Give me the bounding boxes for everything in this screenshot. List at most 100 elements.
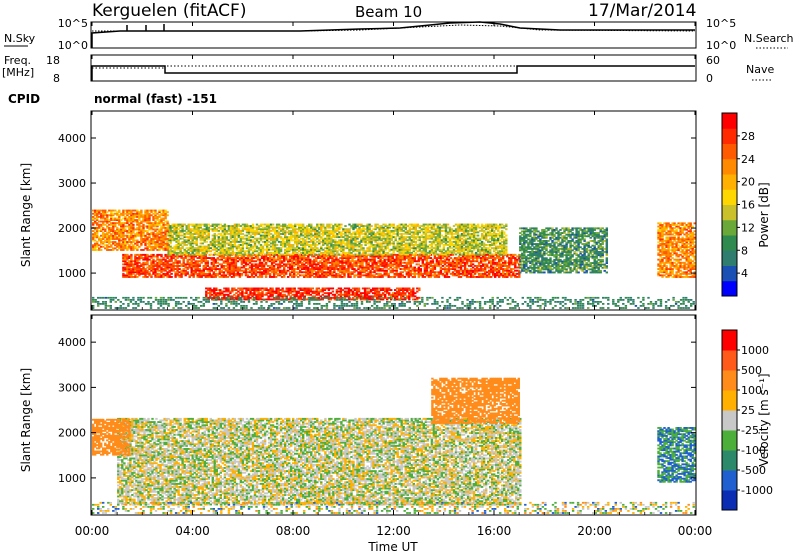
- heatmap-cell: [282, 224, 284, 226]
- heatmap-cell: [322, 238, 324, 240]
- heatmap-cell: [382, 241, 384, 243]
- heatmap-cell: [463, 247, 465, 249]
- heatmap-cell: [206, 241, 208, 243]
- heatmap-cell: [130, 254, 132, 256]
- heatmap-cell: [477, 224, 479, 226]
- heatmap-cell: [302, 235, 304, 237]
- power-region-1: [167, 224, 507, 256]
- heatmap-cell: [140, 254, 142, 256]
- cpid-value: normal (fast) -151: [94, 92, 217, 106]
- heatmap-cell: [160, 259, 162, 261]
- heatmap-cell: [360, 244, 362, 246]
- heatmap-cell: [342, 236, 344, 238]
- heatmap-cell: [463, 224, 465, 226]
- heatmap-cell: [423, 224, 425, 226]
- heatmap-cell: [252, 224, 254, 226]
- heatmap-cell: [221, 270, 223, 272]
- heatmap-cell: [322, 224, 324, 226]
- heatmap-cell: [482, 263, 484, 265]
- freq-tick-bottom: 8: [53, 72, 60, 85]
- heatmap-cell: [483, 243, 485, 245]
- heatmap-cell: [181, 235, 183, 237]
- heatmap-cell: [442, 273, 444, 275]
- heatmap-cell: [403, 236, 405, 238]
- heatmap-cell: [202, 224, 204, 226]
- noise-right-tick-bottom: 10^0: [706, 39, 736, 52]
- noise-left-tick-bottom: 10^0: [58, 39, 88, 52]
- heatmap-cell: [402, 265, 404, 267]
- heatmap-cell: [180, 270, 182, 272]
- heatmap-cell: [181, 246, 183, 248]
- heatmap-cell: [210, 254, 212, 256]
- heatmap-cell: [102, 210, 104, 212]
- heatmap-cell: [361, 256, 363, 258]
- heatmap-cell: [181, 241, 183, 243]
- heatmap-cell: [442, 265, 444, 267]
- heatmap-cell: [403, 244, 405, 246]
- heatmap-cell: [187, 271, 189, 273]
- heatmap-cell: [442, 260, 444, 262]
- heatmap-cell: [362, 225, 364, 227]
- heatmap-cell: [102, 241, 104, 243]
- heatmap-cell: [241, 273, 243, 275]
- heatmap-cell: [361, 259, 363, 261]
- heatmap-cell: [281, 276, 283, 278]
- heatmap-cell: [207, 260, 209, 262]
- nave-label: Nave: [746, 63, 774, 76]
- heatmap-cell: [281, 260, 283, 262]
- heatmap-cell: [505, 238, 507, 240]
- heatmap-cell: [382, 224, 384, 226]
- heatmap-cell: [483, 225, 485, 227]
- heatmap-cell: [447, 224, 449, 226]
- heatmap-cell: [422, 273, 424, 275]
- heatmap-cell: [443, 224, 445, 226]
- heatmap-cell: [402, 274, 404, 276]
- heatmap-cell: [402, 271, 404, 273]
- heatmap-cell: [102, 221, 104, 223]
- heatmap-cell: [180, 263, 182, 265]
- heatmap-cell: [241, 256, 243, 258]
- heatmap-cell: [170, 276, 172, 278]
- heatmap-cell: [242, 236, 244, 238]
- freq-tick-top: 18: [46, 54, 60, 67]
- heatmap-cell: [382, 246, 384, 248]
- heatmap-cell: [302, 238, 304, 240]
- heatmap-cell: [362, 233, 364, 235]
- heatmap-cell: [423, 236, 425, 238]
- heatmap-cell: [272, 224, 274, 226]
- heatmap-cell: [140, 263, 142, 265]
- heatmap-cell: [381, 260, 383, 262]
- heatmap-cell: [342, 228, 344, 230]
- heatmap-cell: [402, 268, 404, 270]
- heatmap-cell: [505, 246, 507, 248]
- heatmap-cell: [482, 268, 484, 270]
- heatmap-cell: [262, 235, 264, 237]
- heatmap-cell: [301, 271, 303, 273]
- heatmap-cell: [503, 239, 505, 241]
- freq-trace: [92, 66, 695, 81]
- nave-trace: [92, 66, 695, 68]
- heatmap-cell: [422, 259, 424, 261]
- freq-label-bottom: [MHz]: [2, 66, 34, 79]
- heatmap-cell: [221, 274, 223, 276]
- noise-left-tick-top: 10^5: [58, 17, 88, 30]
- power-region-0: [122, 254, 520, 278]
- freq-panel: Freq. [MHz] 18 8 60 0 Nave: [2, 54, 774, 85]
- heatmap-cell: [403, 233, 405, 235]
- heatmap-cell: [178, 260, 180, 262]
- heatmap-cell: [322, 230, 324, 232]
- heatmap-cell: [502, 262, 504, 264]
- heatmap-cell: [262, 224, 264, 226]
- noise-right-tick-top: 10^5: [706, 17, 736, 30]
- heatmap-cell: [226, 236, 228, 238]
- heatmap-cell: [202, 243, 204, 245]
- heatmap-cell: [382, 249, 384, 251]
- heatmap-cell: [341, 276, 343, 278]
- heatmap-cell: [483, 230, 485, 232]
- heatmap-cell: [452, 254, 454, 256]
- heatmap-cell: [362, 247, 364, 249]
- heatmap-cell: [242, 254, 244, 256]
- heatmap-cell: [402, 262, 404, 264]
- heatmap-cell: [462, 270, 464, 272]
